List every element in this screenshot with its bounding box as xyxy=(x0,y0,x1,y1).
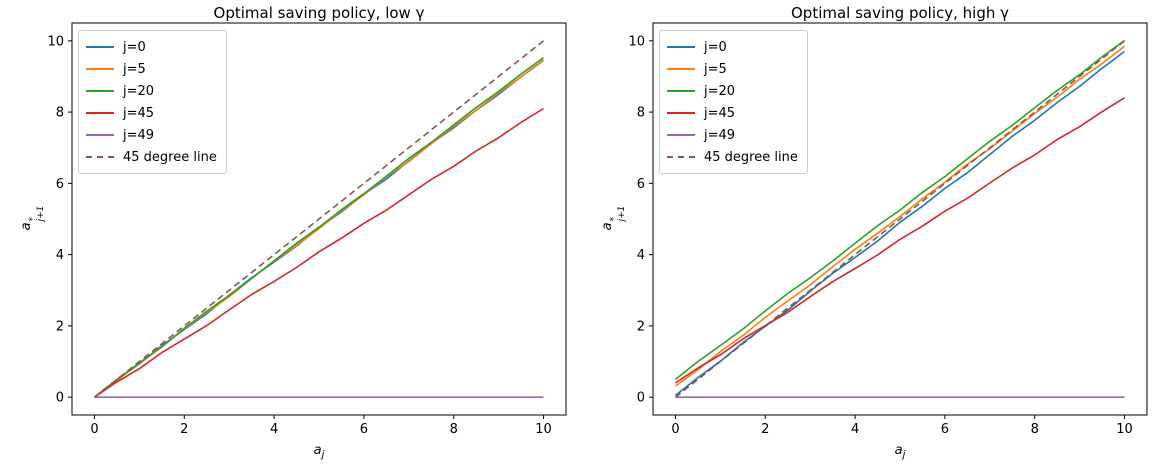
y-tick-label: 6 xyxy=(56,177,64,192)
series-line-j-45 xyxy=(675,97,1125,384)
legend-low-gamma: j=0 j=5 j=20 j=45 j=49 45 degree line xyxy=(78,30,227,174)
legend-line-swatch xyxy=(86,90,114,92)
legend-item: j=49 xyxy=(86,124,217,146)
x-tick-label: 10 xyxy=(1116,422,1133,437)
y-axis-label-sub: j+1 xyxy=(35,205,46,222)
legend-item: 45 degree line xyxy=(86,146,217,168)
y-tick-label: 2 xyxy=(56,319,64,334)
panel-low-gamma: 0 2 4 6 8 10 0 2 4 6 8 10 Optimal saving policy, lo… xyxy=(16,4,567,461)
legend-high-gamma: j=0 j=5 j=20 j=45 j=49 45 degree line xyxy=(659,30,808,174)
legend-line-swatch xyxy=(86,156,114,158)
x-axis-label-base: a xyxy=(894,443,903,458)
legend-label: j=0 xyxy=(704,39,727,55)
legend-line-swatch xyxy=(667,46,695,48)
y-tick-label: 8 xyxy=(637,106,645,121)
y-axis-label-scripts: * j+1 xyxy=(609,205,627,222)
legend-label: j=5 xyxy=(123,61,146,77)
legend-line-swatch xyxy=(667,90,695,92)
legend-label: j=45 xyxy=(123,105,155,121)
legend-label: 45 degree line xyxy=(704,149,798,165)
x-tick-label: 6 xyxy=(360,422,368,437)
y-tick-label: 2 xyxy=(637,319,645,334)
x-tick-label: 8 xyxy=(1031,422,1039,437)
legend-item: 45 degree line xyxy=(667,146,798,168)
legend-item: j=49 xyxy=(667,124,798,146)
legend-item: j=0 xyxy=(667,36,798,58)
series-line-j-45 xyxy=(94,107,544,398)
x-axis-label-sub: j xyxy=(321,449,325,461)
legend-label: 45 degree line xyxy=(123,149,217,165)
series-line-j-20 xyxy=(675,39,1125,381)
x-tick-label: 4 xyxy=(270,422,278,437)
y-tick-label: 6 xyxy=(637,177,645,192)
y-tick-label: 0 xyxy=(56,391,64,406)
x-axis-label-base: a xyxy=(313,443,322,458)
plot-canvas-high-gamma: 0 2 4 6 8 10 0 2 4 6 8 10 xyxy=(628,22,1148,437)
legend-line-swatch xyxy=(86,68,114,70)
legend-line-swatch xyxy=(667,68,695,70)
x-tick-label: 4 xyxy=(851,422,859,437)
axes-frame xyxy=(652,22,1148,416)
x-axis-label: aj xyxy=(72,443,566,461)
series-line-j-5 xyxy=(675,45,1125,387)
series-line-j-20 xyxy=(94,56,544,398)
x-axis-label: aj xyxy=(653,443,1147,461)
legend-label: j=49 xyxy=(704,127,736,143)
x-tick-label: 2 xyxy=(761,422,769,437)
legend-item: j=5 xyxy=(667,58,798,80)
y-tick-label: 0 xyxy=(637,391,645,406)
legend-line-swatch xyxy=(86,112,114,114)
y-tick-label: 4 xyxy=(56,248,64,263)
y-axis-label-sub: j+1 xyxy=(616,205,627,222)
legend-label: j=20 xyxy=(704,83,736,99)
y-tick-label: 4 xyxy=(637,248,645,263)
legend-line-swatch xyxy=(667,112,695,114)
plot-canvas-low-gamma: 0 2 4 6 8 10 0 2 4 6 8 10 xyxy=(47,22,567,437)
legend-item: j=20 xyxy=(86,80,217,102)
x-tick-label: 0 xyxy=(671,422,679,437)
legend-item: j=0 xyxy=(86,36,217,58)
y-tick-label: 8 xyxy=(56,106,64,121)
y-tick-label: 10 xyxy=(47,34,64,49)
x-tick-label: 8 xyxy=(450,422,458,437)
x-tick-label: 2 xyxy=(180,422,188,437)
x-tick-label: 0 xyxy=(90,422,98,437)
x-tick-label: 6 xyxy=(941,422,949,437)
legend-item: j=45 xyxy=(86,102,217,124)
panel-high-gamma: 0 2 4 6 8 10 0 2 4 6 8 10 Optimal saving policy, hi… xyxy=(581,0,1162,472)
legend-line-swatch xyxy=(667,134,695,136)
legend-label: j=20 xyxy=(123,83,155,99)
x-tick-label: 10 xyxy=(535,422,552,437)
y-axis-label-scripts: * j+1 xyxy=(28,205,46,222)
y-axis-label-base: a xyxy=(600,222,615,231)
chart-title-high-gamma: Optimal saving policy, high γ xyxy=(790,4,1009,22)
y-axis-label: a * j+1 xyxy=(597,183,627,253)
legend-item: j=5 xyxy=(86,58,217,80)
legend-item: j=20 xyxy=(667,80,798,102)
legend-item: j=45 xyxy=(667,102,798,124)
legend-label: j=45 xyxy=(704,105,736,121)
series-line-45-degree-line xyxy=(675,40,1125,398)
y-axis-label: a * j+1 xyxy=(16,183,46,253)
y-axis-label-base: a xyxy=(19,222,34,231)
legend-line-swatch xyxy=(86,46,114,48)
x-axis-label-sub: j xyxy=(902,449,906,461)
legend-line-swatch xyxy=(86,134,114,136)
chart-title-low-gamma: Optimal saving policy, low γ xyxy=(213,4,425,22)
legend-label: j=49 xyxy=(123,127,155,143)
axes-frame xyxy=(71,22,567,416)
y-tick-label: 10 xyxy=(628,34,645,49)
legend-label: j=5 xyxy=(704,61,727,77)
series-line-45-degree-line xyxy=(94,40,544,398)
legend-line-swatch xyxy=(667,156,695,158)
legend-label: j=0 xyxy=(123,39,146,55)
